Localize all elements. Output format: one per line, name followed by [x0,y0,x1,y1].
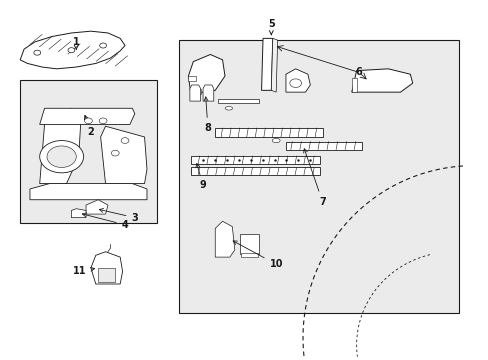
Text: 10: 10 [233,241,283,269]
Circle shape [34,50,41,55]
FancyBboxPatch shape [285,141,361,149]
Polygon shape [30,184,147,200]
Polygon shape [101,126,147,184]
Polygon shape [190,89,200,94]
FancyBboxPatch shape [190,156,320,164]
Polygon shape [215,221,234,257]
Text: 8: 8 [203,97,211,133]
Circle shape [289,79,301,87]
Text: 1: 1 [73,37,80,50]
FancyBboxPatch shape [239,234,259,253]
Polygon shape [203,85,213,101]
Circle shape [100,43,106,48]
FancyBboxPatch shape [20,80,157,223]
Text: 11: 11 [72,266,94,276]
FancyBboxPatch shape [178,40,458,313]
Circle shape [47,146,76,167]
Circle shape [84,118,92,124]
Polygon shape [271,39,277,92]
FancyBboxPatch shape [215,128,322,137]
Polygon shape [189,85,200,101]
Text: 3: 3 [99,208,138,222]
Polygon shape [351,78,356,92]
Polygon shape [91,252,122,284]
Text: 2: 2 [84,116,94,136]
Polygon shape [20,31,125,69]
Polygon shape [285,69,310,92]
Polygon shape [40,108,81,184]
Text: 6: 6 [355,67,362,77]
Ellipse shape [272,138,280,143]
Polygon shape [98,268,115,282]
Circle shape [68,48,75,53]
Polygon shape [261,39,272,90]
Circle shape [99,118,107,124]
Ellipse shape [225,107,232,110]
FancyBboxPatch shape [240,253,258,257]
Text: 7: 7 [303,149,325,207]
Polygon shape [40,108,135,125]
Circle shape [111,150,119,156]
Polygon shape [71,209,86,218]
Polygon shape [86,200,108,214]
Text: 5: 5 [267,19,274,35]
Text: 9: 9 [196,163,206,190]
Polygon shape [351,69,412,92]
Polygon shape [188,54,224,94]
Circle shape [121,138,129,143]
Polygon shape [188,76,195,81]
Circle shape [40,140,83,173]
Text: 4: 4 [82,213,128,230]
FancyBboxPatch shape [217,99,259,103]
FancyBboxPatch shape [190,167,320,175]
